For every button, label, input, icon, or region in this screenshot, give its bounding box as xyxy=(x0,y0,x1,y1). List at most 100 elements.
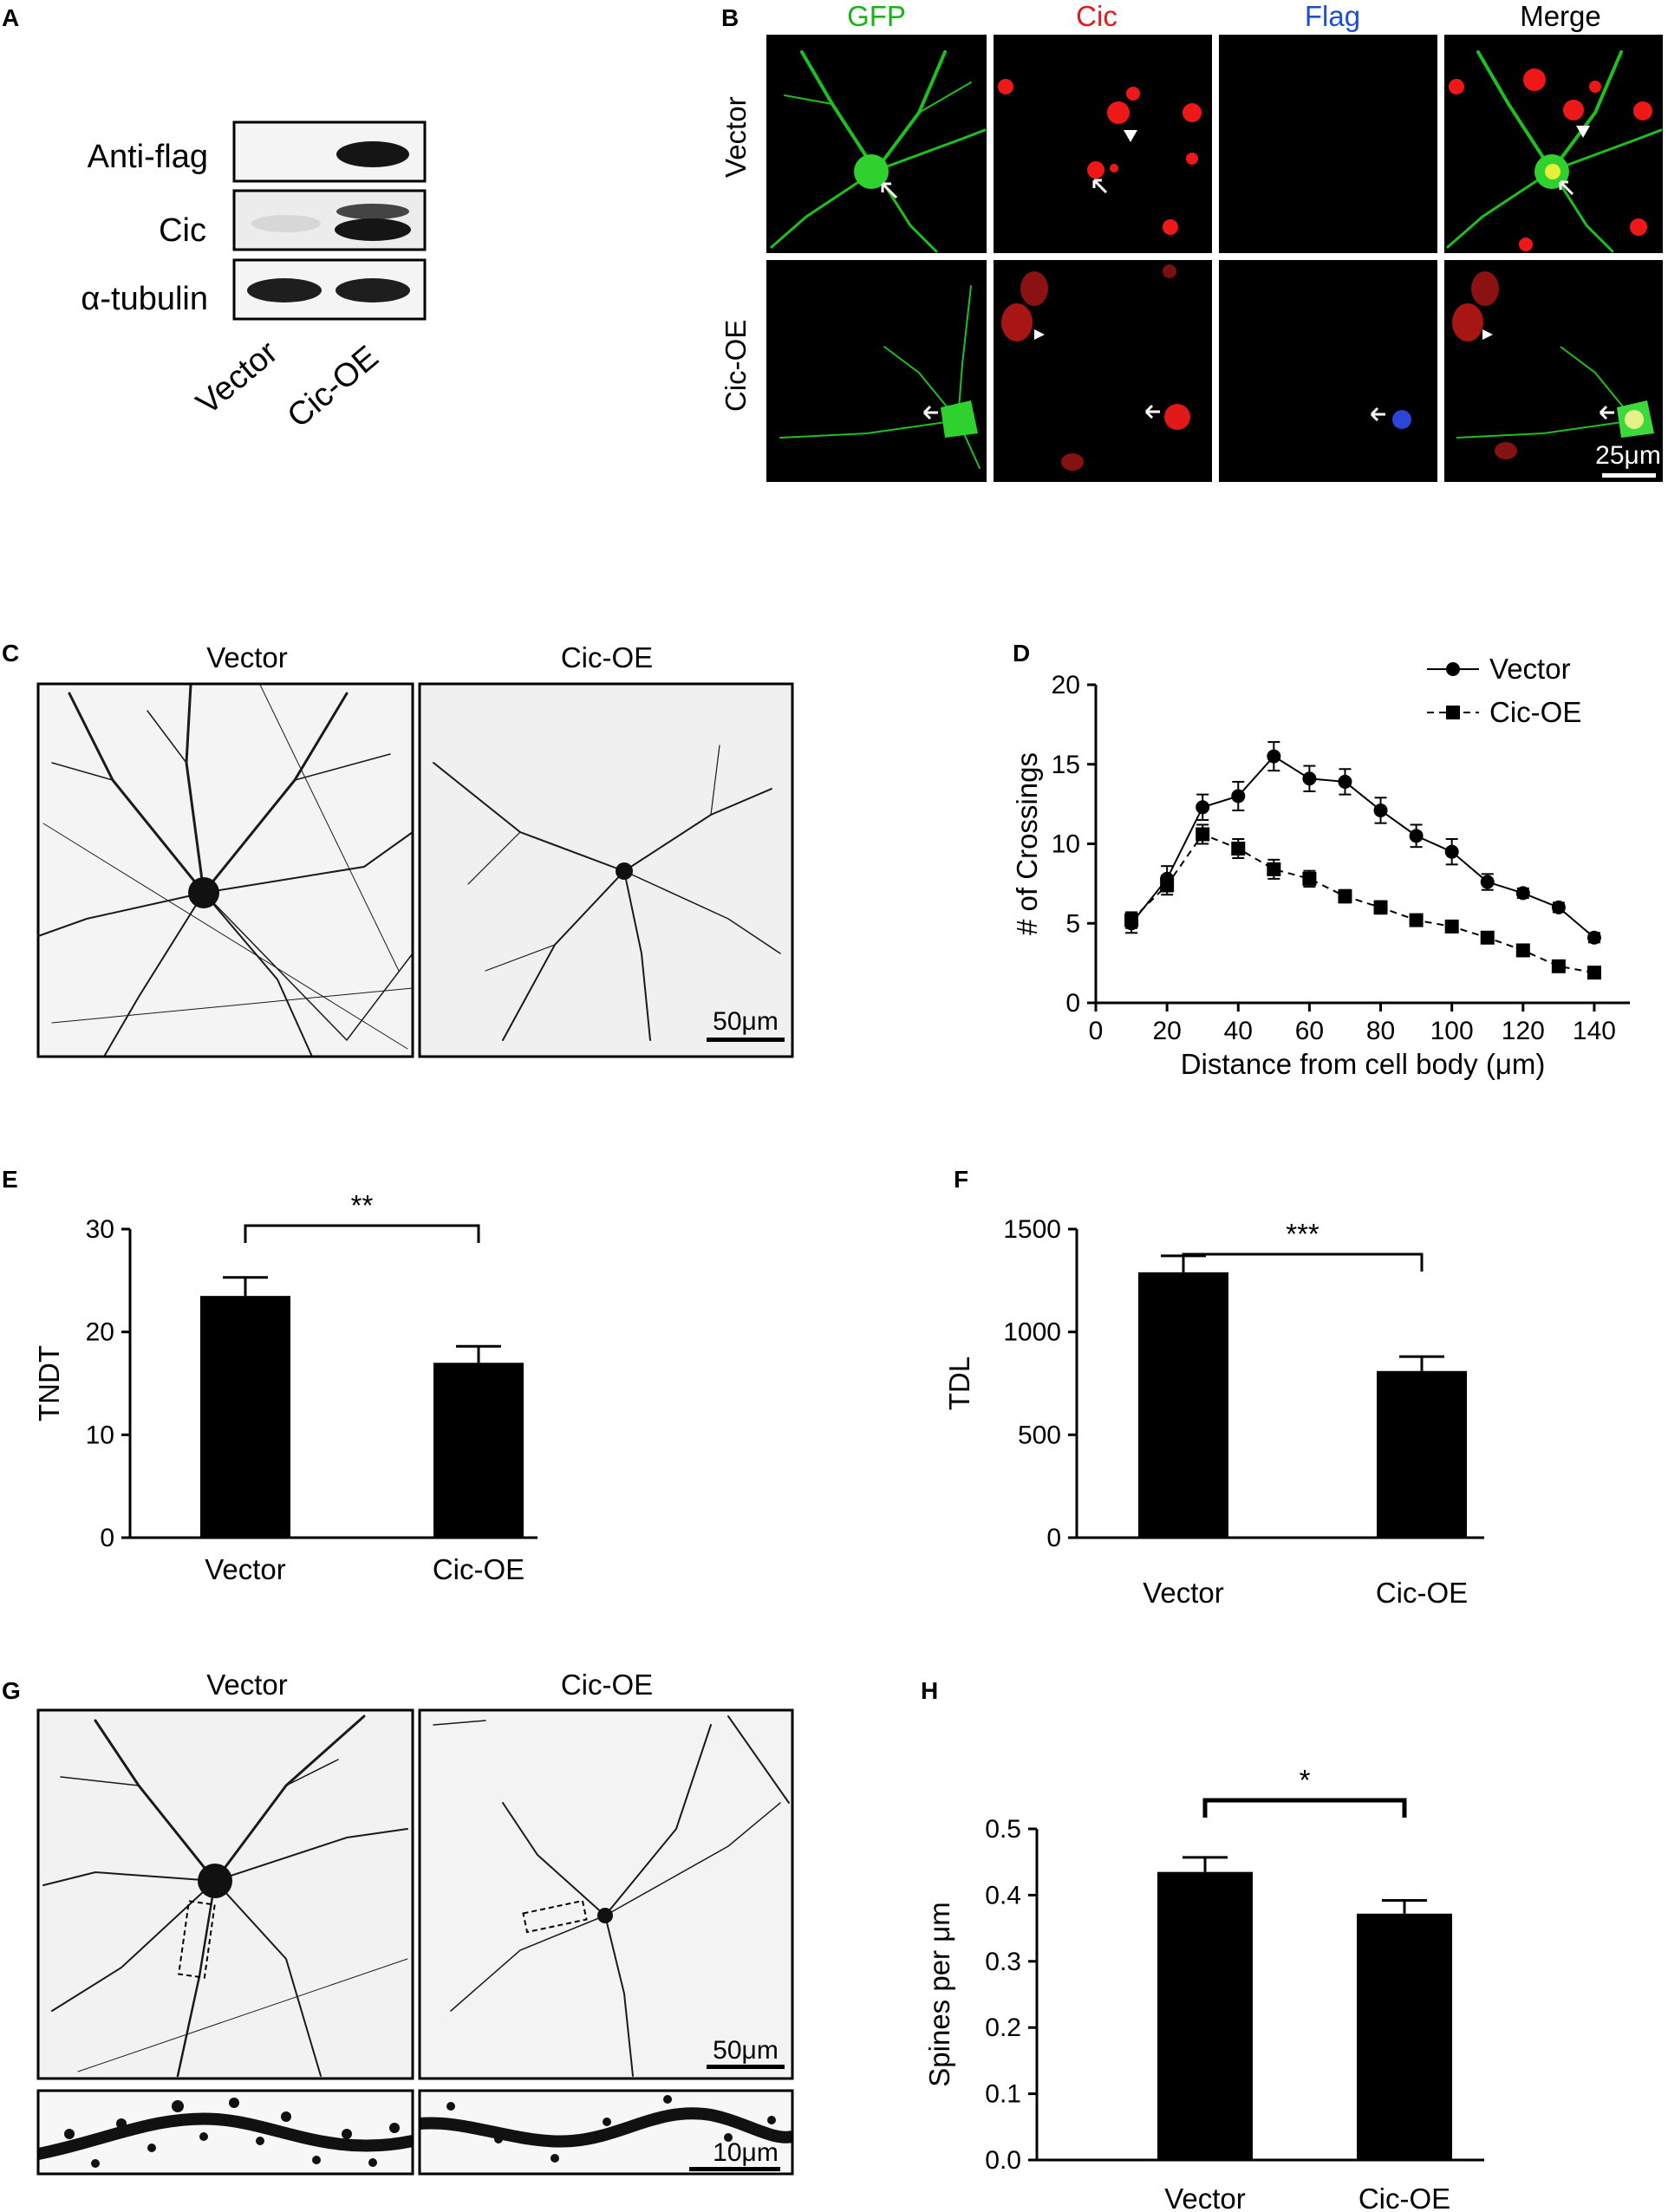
x-tick-label: 80 xyxy=(1366,1017,1395,1045)
panel-label-c: C xyxy=(2,640,19,667)
merge-overlap xyxy=(1545,164,1560,179)
cic-nuclei xyxy=(1001,264,1190,471)
scalebar-label-g: 50μm xyxy=(713,2036,779,2065)
dendrite xyxy=(419,2107,794,2148)
y-tick-label: 0.2 xyxy=(985,2014,1021,2042)
soma xyxy=(188,877,219,908)
blot-label-cic: Cic xyxy=(159,212,206,249)
gfp-neuron xyxy=(770,50,987,253)
data-point xyxy=(1196,827,1210,842)
bar xyxy=(433,1363,524,1538)
bar xyxy=(1377,1370,1467,1538)
x-tick-label: 120 xyxy=(1502,1017,1545,1045)
data-point xyxy=(1480,930,1495,945)
data-point xyxy=(1551,900,1566,914)
panel-label-d: D xyxy=(1013,640,1030,667)
y-tick-label: 0.4 xyxy=(985,1881,1021,1909)
arrow-icon xyxy=(1144,404,1160,420)
panel-label-h: H xyxy=(921,1677,938,1704)
data-point xyxy=(1409,913,1424,927)
arrowhead-icon xyxy=(1034,329,1045,340)
panel-label-f: F xyxy=(954,1166,968,1193)
y-tick-label: 0 xyxy=(100,1524,114,1552)
legend-marker xyxy=(1446,662,1460,676)
data-point xyxy=(1515,886,1530,901)
data-point xyxy=(1267,749,1281,764)
scalebar-c xyxy=(707,1038,785,1042)
arrow-icon xyxy=(881,182,898,199)
x-tick-label: 40 xyxy=(1224,1017,1253,1045)
significance-bracket xyxy=(244,1224,480,1243)
y-tick-label: 0.3 xyxy=(985,1948,1021,1976)
frame xyxy=(36,1708,414,2080)
data-point xyxy=(1338,889,1352,904)
spines xyxy=(64,2098,400,2168)
flag-nucleus xyxy=(1392,410,1411,429)
significance-label: ** xyxy=(351,1189,374,1221)
gfp-soma xyxy=(941,400,978,438)
panel-label-b: B xyxy=(721,4,739,31)
lane-label-cic-oe: Cic-OE xyxy=(281,339,386,435)
panel-label-a: A xyxy=(2,4,19,31)
frame xyxy=(418,682,794,1058)
y-axis-label: TNDT xyxy=(33,1345,65,1422)
y-axis-label: # of Crossings xyxy=(1011,752,1043,935)
y-tick-label: 0 xyxy=(1046,1524,1061,1552)
soma xyxy=(616,862,633,880)
data-point xyxy=(1480,875,1495,889)
frame xyxy=(418,1708,794,2080)
category-label: Cic-OE xyxy=(1376,1577,1468,1609)
chart-h: H 0.0 0.1 0.2 0.3 0.4 0.5 Spines per μm Vector C… xyxy=(921,1677,1484,2212)
blot-label-anti-flag: Anti-flag xyxy=(88,139,208,175)
x-tick-label: 0 xyxy=(1089,1017,1104,1045)
micrograph-cicoe-flag xyxy=(1219,260,1437,482)
x-tick-label: 140 xyxy=(1573,1017,1616,1045)
y-tick-label: 1500 xyxy=(1003,1215,1061,1244)
micrograph-c-vector xyxy=(38,684,413,1057)
category-label: Vector xyxy=(1164,2183,1246,2212)
x-axis-label: Distance from cell body (μm) xyxy=(1181,1048,1546,1080)
micrograph-vector-gfp xyxy=(766,35,987,253)
blot-band xyxy=(336,278,410,303)
dendrite xyxy=(36,2112,414,2160)
data-point xyxy=(1124,913,1139,927)
panel-c: C Vector Cic-OE xyxy=(2,640,794,1058)
y-tick-label: 0.0 xyxy=(985,2146,1021,2175)
significance-label: * xyxy=(1300,1764,1311,1796)
micrograph-c-cic-oe xyxy=(420,684,792,1057)
soma xyxy=(597,1908,613,1923)
arrowhead-icon xyxy=(1576,126,1590,138)
arrow-icon xyxy=(1599,405,1614,420)
micrograph-vector-cic xyxy=(994,35,1212,253)
data-point xyxy=(1373,803,1388,817)
x-tick-label: 100 xyxy=(1430,1017,1474,1045)
legend-label: Cic-OE xyxy=(1489,696,1581,728)
chart-f: F 0 500 1000 1500 TDL Vector Cic-OE *** xyxy=(943,1166,1484,1609)
y-tick-label: 5 xyxy=(1065,909,1080,938)
y-tick-label: 0 xyxy=(1065,989,1080,1018)
zoom-box xyxy=(522,1899,588,1934)
data-point xyxy=(1587,966,1601,980)
arrowhead-icon xyxy=(1482,329,1493,340)
merge-neuron xyxy=(1446,50,1663,253)
data-point xyxy=(1444,844,1459,859)
scalebar-b xyxy=(1602,473,1656,478)
gfp-neuron xyxy=(779,285,981,469)
series-line-vector xyxy=(1130,755,1595,939)
blot-band xyxy=(335,218,411,241)
frame xyxy=(36,682,414,1058)
cic-nuclei xyxy=(998,79,1202,235)
y-tick-label: 10 xyxy=(86,1421,114,1449)
legend-label: Vector xyxy=(1489,653,1571,685)
neuron-tracing xyxy=(42,1714,408,2078)
arrow-icon xyxy=(1559,180,1574,196)
data-point xyxy=(1196,800,1210,815)
chart-e: E 0 10 20 30 TNDT Vector Cic-OE ** xyxy=(2,1166,538,1585)
column-title-cic: Cic xyxy=(1076,0,1117,32)
blot-band xyxy=(336,204,409,219)
y-tick-label: 15 xyxy=(1052,751,1080,779)
row-label-vector: Vector xyxy=(720,96,752,178)
x-tick-label: 20 xyxy=(1152,1017,1181,1045)
arrow-icon xyxy=(922,405,938,420)
scalebar-label-b: 25μm xyxy=(1595,441,1661,470)
